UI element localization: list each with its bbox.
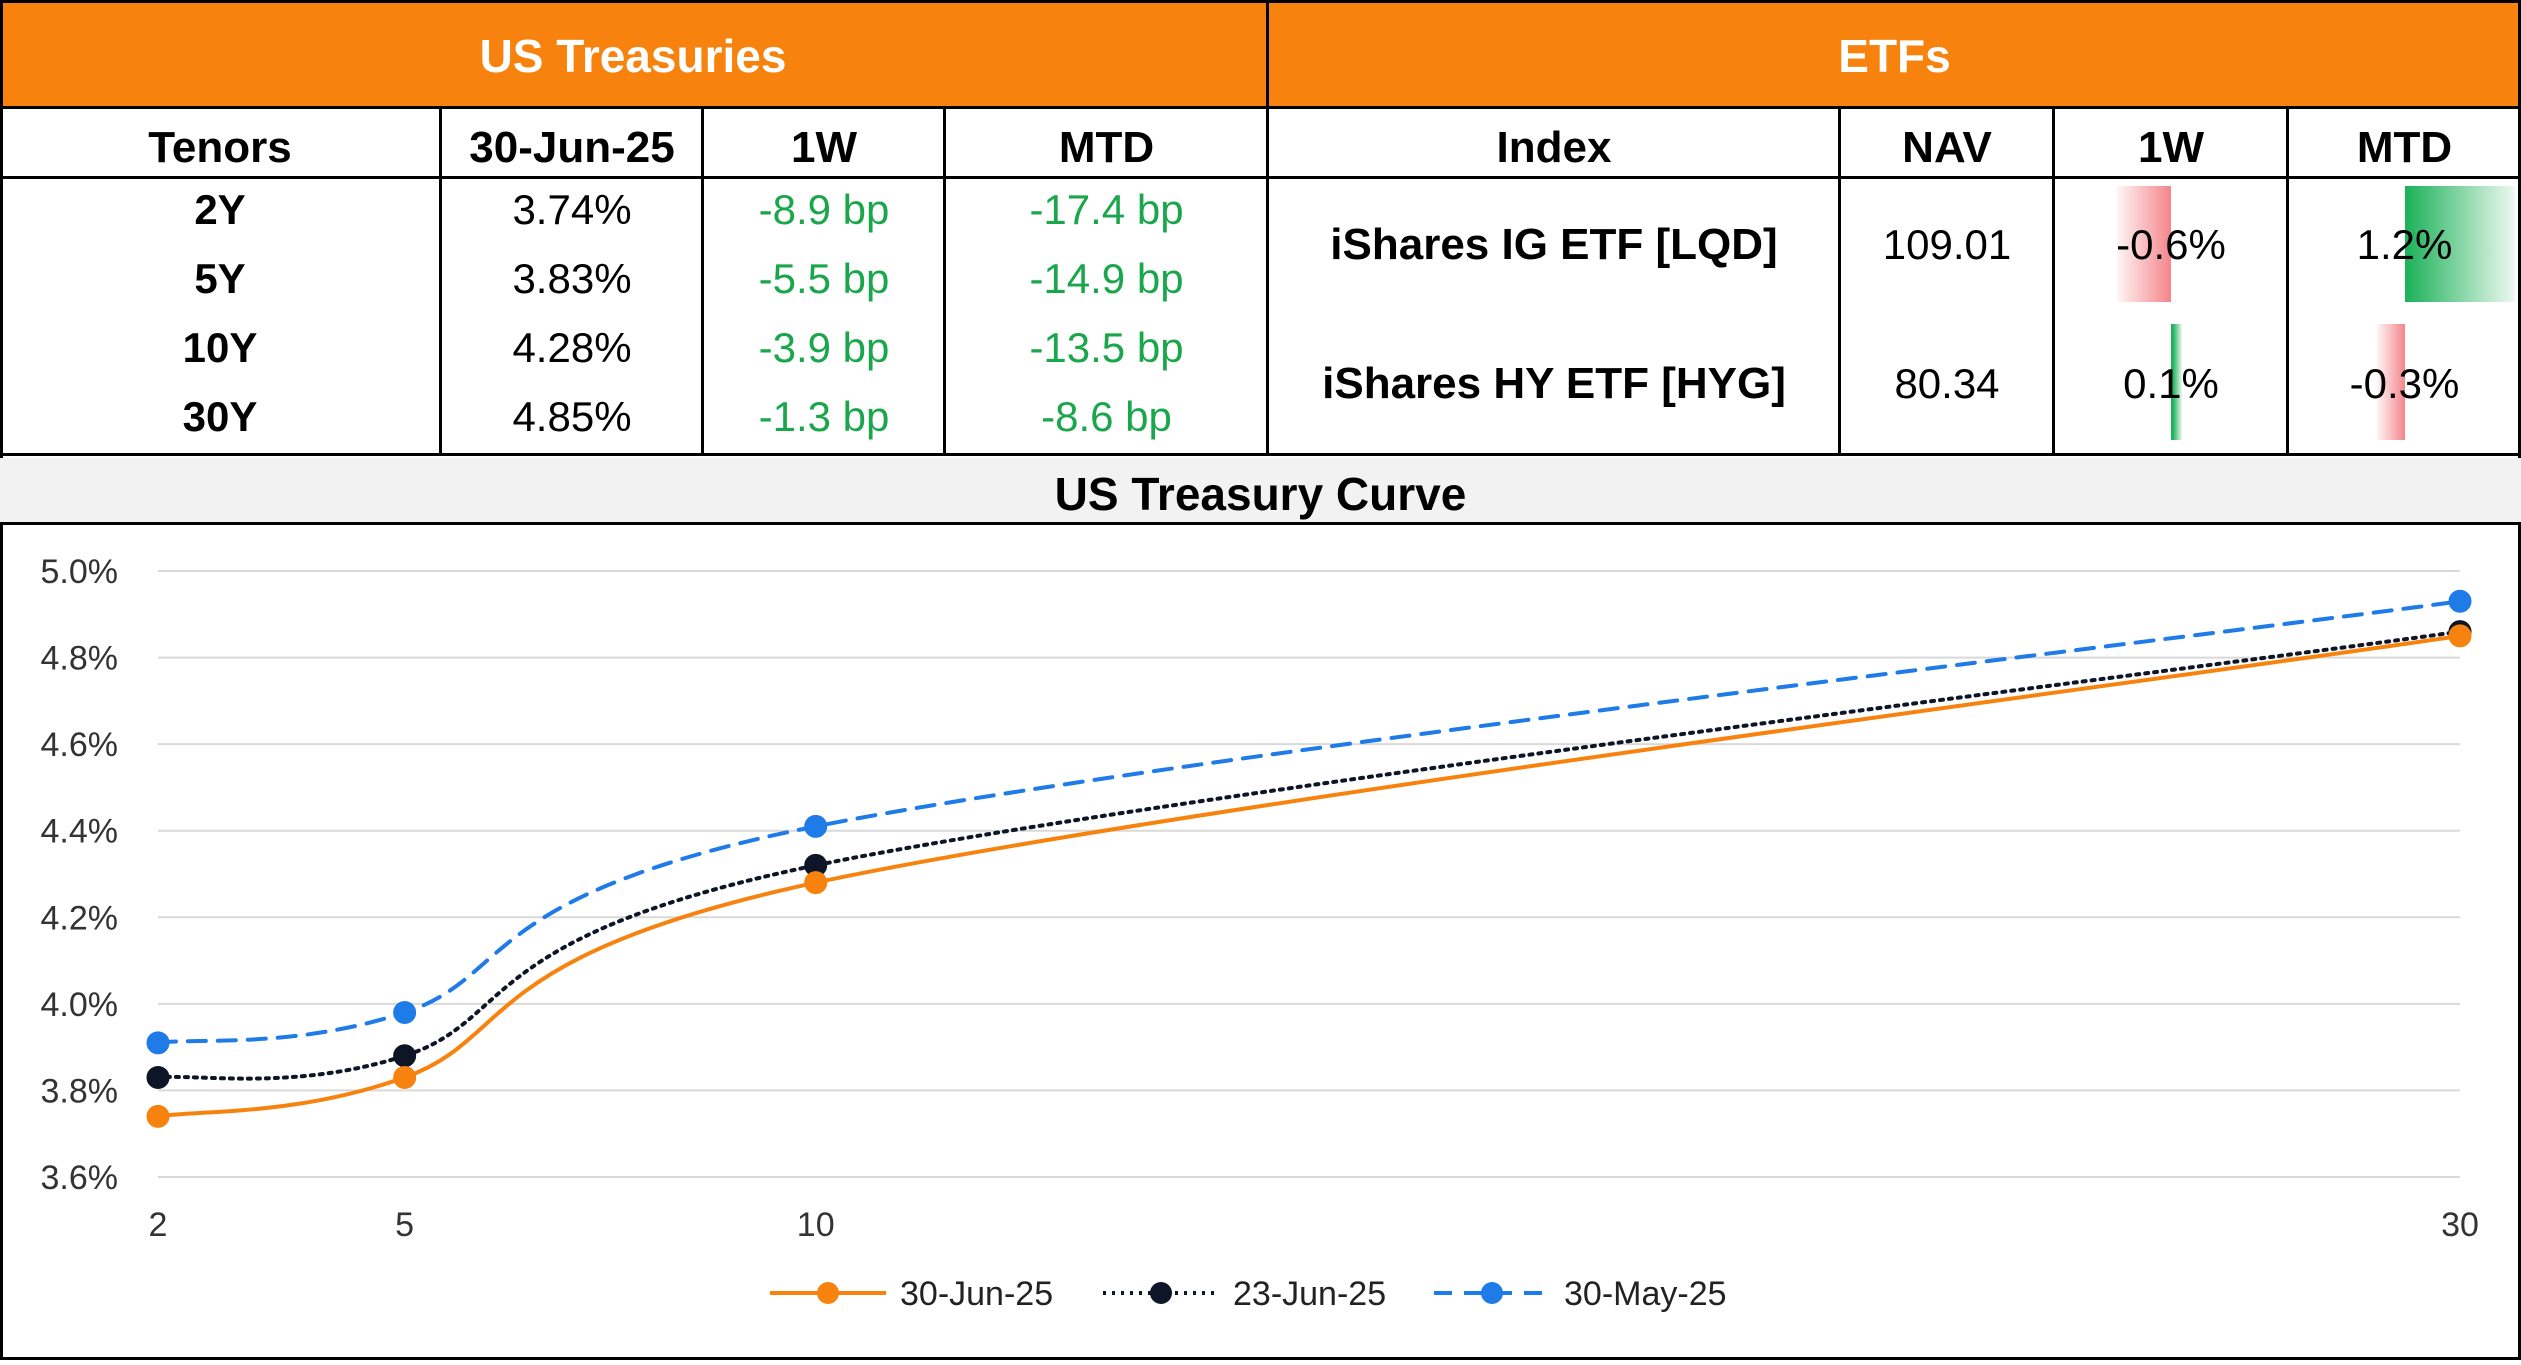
yield-value: 4.85% (512, 393, 632, 440)
grid-line (0, 0, 2521, 3)
grid-line (0, 0, 3, 1360)
tenor-label: 5Y (194, 255, 246, 302)
tenor-label: 10Y (182, 324, 258, 371)
legend-marker (1150, 1282, 1172, 1304)
lqd-mtd-databar (2404, 186, 2515, 302)
header-band (0, 0, 2521, 108)
header-index: Index (1496, 123, 1612, 172)
x-tick-label: 5 (395, 1206, 414, 1244)
etf-mtd: -0.3% (2349, 360, 2460, 407)
data-point (146, 1031, 170, 1055)
change-mtd: -8.6 bp (1041, 393, 1172, 440)
data-point (2448, 624, 2472, 648)
grid-line (2286, 106, 2289, 455)
change-mtd: -17.4 bp (1029, 186, 1184, 233)
y-tick-label: 4.2% (41, 899, 119, 937)
header-nav: NAV (1902, 123, 1992, 172)
data-point (393, 1044, 417, 1068)
y-tick-label: 4.6% (41, 726, 119, 764)
etf-mtd: 1.2% (2356, 221, 2453, 268)
header-1w: 1W (791, 123, 857, 172)
hyg-mtd-databar (2377, 324, 2405, 440)
treasuries-title: US Treasuries (479, 30, 787, 82)
y-tick-label: 3.8% (41, 1072, 119, 1110)
grid-line (2518, 0, 2521, 1360)
etf-nav: 109.01 (1882, 221, 2012, 268)
tenor-label: 2Y (194, 186, 246, 233)
legend-label: 23-Jun-25 (1233, 1275, 1386, 1313)
change-1w: -3.9 bp (758, 324, 890, 371)
etf-1w: -0.6% (2116, 221, 2226, 268)
etf-name: iShares HY ETF [HYG] (1322, 359, 1786, 408)
legend-marker (817, 1282, 839, 1304)
etf-1w: 0.1% (2123, 360, 2219, 407)
bar-cell (2290, 318, 2519, 446)
grid-line (2052, 106, 2055, 455)
grid-line (1838, 106, 1841, 455)
etfs-title: ETFs (1838, 30, 1951, 82)
yield-value: 3.83% (512, 255, 632, 302)
x-tick-label: 30 (2441, 1206, 2479, 1244)
hyg-1w-databar (2171, 324, 2183, 440)
etf-nav: 80.34 (1894, 360, 2000, 407)
data-point (804, 814, 828, 838)
legend-marker (1481, 1282, 1503, 1304)
yield-value: 4.28% (512, 324, 632, 371)
x-tick-label: 10 (797, 1206, 835, 1244)
legend-label: 30-Jun-25 (900, 1275, 1053, 1313)
data-point (146, 1065, 170, 1089)
y-tick-label: 5.0% (41, 553, 119, 591)
header-etf-1w: 1W (2138, 123, 2204, 172)
grid-line (701, 106, 704, 455)
data-point (146, 1104, 170, 1128)
header-tenors: Tenors (148, 123, 292, 172)
bar-cell (2290, 180, 2519, 308)
grid-line (943, 106, 946, 455)
series-line (156, 599, 2462, 1045)
grid-line (0, 1357, 2521, 1360)
change-mtd: -14.9 bp (1029, 255, 1184, 302)
change-1w: -5.5 bp (758, 255, 890, 302)
x-tick-label: 2 (149, 1206, 168, 1244)
change-1w: -8.9 bp (758, 186, 890, 233)
change-1w: -1.3 bp (758, 393, 890, 440)
legend-label: 30-May-25 (1564, 1275, 1727, 1313)
header-date: 30-Jun-25 (469, 123, 675, 172)
grid-line (0, 522, 2521, 525)
grid-line (439, 106, 442, 455)
change-mtd: -13.5 bp (1029, 324, 1184, 371)
lqd-1w-databar (2116, 186, 2171, 302)
treasury-curve-chart: 3.6% 3.8% 4.0% 4.2% 4.4% 4.6% 4.8% 5.0% 2 5 10 30 30… (0, 524, 2521, 1360)
data-point (393, 1001, 417, 1025)
series-line (156, 633, 2462, 1119)
grid-line (0, 176, 2521, 179)
chart-svg: 3.6% 3.8% 4.0% 4.2% 4.4% 4.6% 4.8% 5.0% 2 5 10 30 30… (41, 553, 2479, 1313)
bar-cell (2056, 318, 2286, 446)
yield-value: 3.74% (512, 186, 632, 233)
grid-line (1266, 0, 1269, 455)
data-point (393, 1065, 417, 1089)
grid-line (0, 106, 2521, 109)
series-line (156, 629, 2462, 1081)
grid-line (0, 453, 2521, 456)
header-etf-mtd: MTD (2356, 123, 2453, 172)
data-point (804, 871, 828, 895)
etf-name: iShares IG ETF [LQD] (1330, 220, 1778, 269)
y-tick-label: 4.0% (41, 986, 119, 1024)
y-tick-label: 4.4% (41, 813, 119, 851)
data-point (2448, 589, 2472, 613)
tenor-label: 30Y (182, 393, 258, 440)
y-tick-label: 4.8% (41, 640, 119, 678)
bar-cell (2056, 180, 2286, 308)
header-mtd: MTD (1058, 123, 1155, 172)
y-tick-label: 3.6% (41, 1159, 119, 1197)
chart-title: US Treasury Curve (0, 458, 2521, 524)
column-header-row (0, 108, 2521, 178)
